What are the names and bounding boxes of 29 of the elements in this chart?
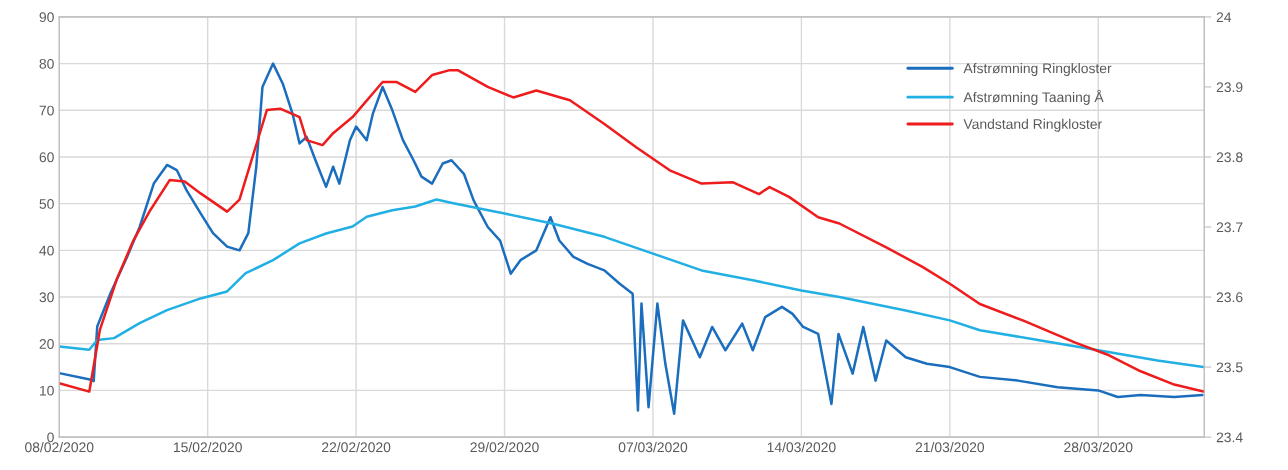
- x-tick-label: 15/02/2020: [173, 441, 242, 453]
- y-tick-label: 20: [39, 339, 54, 349]
- y2-tick-label: 23.7: [1216, 222, 1243, 233]
- x-tick-label: 07/03/2020: [618, 441, 688, 453]
- y2-tick-label: 24: [1216, 12, 1232, 22]
- x-tick-label: 21/03/2020: [915, 441, 985, 453]
- line-series: [59, 198, 1205, 369]
- y2-tick-label: 23.5: [1216, 362, 1243, 373]
- y-tick-label: 90: [39, 12, 54, 23]
- x-tick-label: 14/03/2020: [767, 441, 836, 453]
- x-tick-label: 29/02/2020: [470, 441, 539, 453]
- y2-tick-label: 23.8: [1216, 152, 1243, 163]
- y-tick-label: 50: [39, 199, 54, 209]
- y-tick-label: 0: [47, 432, 54, 443]
- y-tick-label: 70: [39, 105, 54, 116]
- y2-tick-label: 23.9: [1216, 82, 1243, 93]
- x-tick-label: 28/03/2020: [1064, 441, 1133, 453]
- y-tick-label: 40: [39, 245, 54, 256]
- legend-label: Afstrømning Taaning Å: [963, 89, 1104, 105]
- y-tick-label: 60: [39, 152, 54, 163]
- legend-label: Afstrømning Ringkloster: [963, 63, 1112, 76]
- y-tick-label: 10: [40, 385, 54, 396]
- y-tick-label: 30: [39, 292, 54, 303]
- x-tick-label: 08/02/2020: [25, 441, 94, 453]
- y-tick-label: 80: [39, 58, 54, 69]
- legend-label: Vandstand Ringkloster: [963, 118, 1102, 132]
- x-tick-label: 22/02/2020: [322, 441, 391, 453]
- y2-tick-label: 23.4: [1216, 432, 1243, 443]
- y2-tick-label: 23.6: [1216, 292, 1243, 303]
